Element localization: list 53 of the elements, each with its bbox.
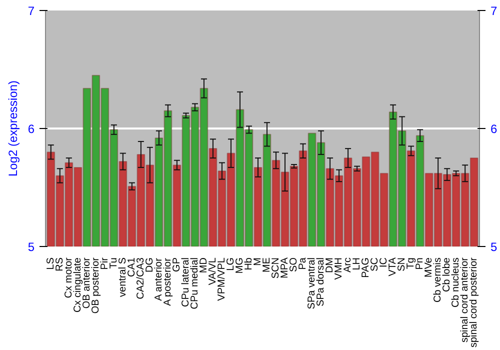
x-tick-label: OB posterior [90,256,102,314]
x-tick-label: SO [288,257,300,272]
x-tick-label: A posterior [162,257,174,306]
x-tick-label: MD [198,257,210,274]
x-tick-label: VA/VL [207,257,218,286]
x-tick-label: CPu lateral [180,258,192,307]
x-tick-label: VMH [334,257,345,280]
x-tick-label: Pa [298,257,309,270]
x-tick-label: spinal cord posterior [468,256,480,348]
x-tick-label: CPu medial [189,257,200,310]
x-tick-label: Tu [108,257,120,269]
x-tick-label: Arc [342,258,354,272]
x-tick-label: Cx cingulate [72,257,84,313]
x-tick-label: DM [324,257,336,274]
x-tick-label: MPA [280,257,291,278]
x-tick-label: GP [171,257,182,272]
x-tick-label: A anterior [153,257,164,301]
x-tick-label: Cb nucleus [450,258,462,308]
x-tick-label: RS [54,257,66,272]
x-tick-label: MG [234,257,246,274]
x-tick-label: VPM/VPL [216,257,228,301]
y-tick-label: 5 [28,240,35,254]
x-tick-label: LS [45,257,56,270]
x-tick-label: LG [225,257,236,271]
y-tick-label: 6 [28,122,35,136]
x-tick-label: ventral S [117,257,128,297]
x-tick-label: Hb [243,257,254,270]
x-tick-label: Cx motor [63,256,74,298]
x-tick-label: Tg [406,258,417,270]
x-tick-label: spinal cord anterior [460,256,471,343]
x-tick-label: CA1 [126,257,138,277]
x-tick-label: SCN [270,257,282,279]
x-tick-label: DG [144,257,156,272]
x-tick-label: VTA [388,257,399,276]
x-tick-label: MVe [424,257,435,278]
x-tick-label: IC [378,258,390,268]
y2-tick-label: 5 [490,240,498,254]
x-tick-label: PAG [360,257,372,278]
x-tick-label: ME [262,257,272,272]
x-tick-label: OB anterior [81,256,92,309]
x-tick-label: SN [396,257,408,272]
y2-tick-label: 7 [490,4,498,18]
x-tick-label: SPa dorsal [316,257,327,306]
x-tick-label: LH [352,257,363,270]
x-tick-label: SC [370,257,381,272]
y2-tick-label: 6 [490,122,498,136]
x-tick-label: Pir [99,256,110,270]
x-tick-label: CA2/CA3 [135,257,146,300]
x-tick-label: M [252,257,264,266]
y-axis-title: Log2 (expression) [6,80,20,177]
y-tick-label: 7 [28,4,35,18]
x-tick-label: Pn [414,257,426,270]
x-tick-label: Cb lobe [442,257,453,292]
